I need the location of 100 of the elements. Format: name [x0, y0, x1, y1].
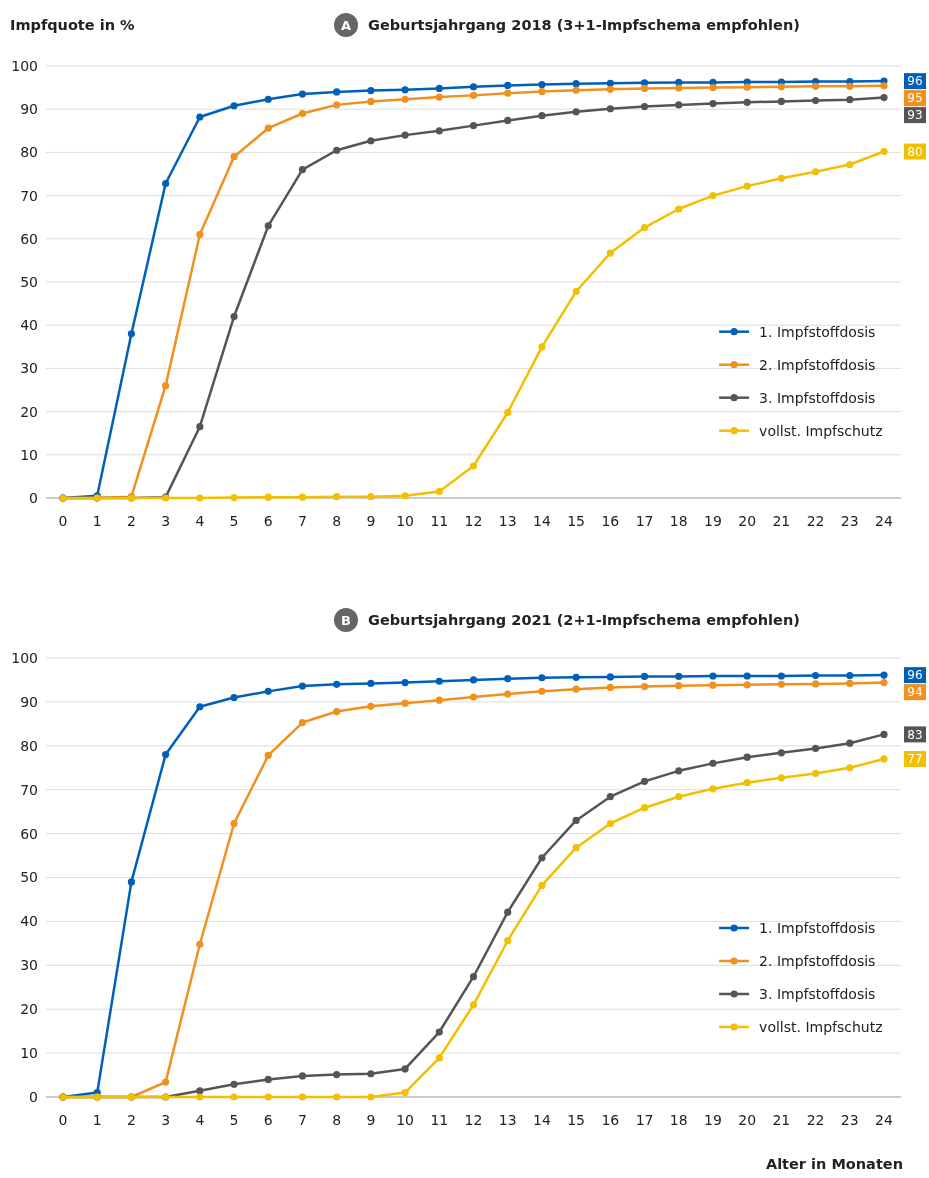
data-label: 94: [907, 685, 923, 700]
point: [435, 696, 443, 704]
point: [640, 672, 649, 681]
point: [538, 80, 546, 89]
legend-label: 1. Impfstoffdosis: [759, 323, 876, 340]
point: [333, 707, 341, 716]
point: [846, 671, 854, 680]
x-tick-label: 17: [635, 513, 654, 529]
y-tick-label: 70: [20, 781, 38, 798]
point: [606, 249, 614, 257]
data-label: 95: [907, 91, 923, 106]
data-label: 80: [907, 144, 923, 159]
point: [743, 98, 751, 106]
point: [572, 287, 580, 296]
point: [333, 101, 341, 109]
text: A: [340, 17, 352, 33]
point: [777, 97, 785, 106]
y-tick-label: 90: [20, 693, 38, 710]
legend-label: 3. Impfstoffdosis: [759, 389, 876, 406]
point: [504, 408, 512, 417]
point: [709, 785, 717, 793]
point: [196, 494, 204, 502]
point: [606, 105, 614, 113]
point: [264, 687, 272, 695]
chart-title: Geburtsjahrgang 2018 (3+1-Impfschema empfohlen): [368, 17, 800, 34]
legend-label: vollst. Impfschutz: [759, 1018, 883, 1035]
point: [675, 84, 683, 92]
y-tick-label: 50: [20, 273, 38, 290]
point: [846, 679, 854, 688]
point: [743, 779, 751, 787]
point: [298, 109, 307, 118]
point: [504, 89, 512, 97]
point: [401, 1065, 409, 1073]
x-tick-label: 11: [430, 1112, 449, 1128]
point: [367, 702, 375, 710]
x-tick-label: 0: [58, 1112, 68, 1128]
point: [435, 127, 443, 135]
point: [162, 750, 170, 759]
x-tick-label: 13: [498, 1112, 517, 1128]
x-tick-label: 18: [669, 1112, 688, 1128]
point: [606, 683, 614, 692]
legend-label: vollst. Impfschutz: [759, 422, 883, 439]
point: [709, 672, 717, 680]
point: [196, 1093, 204, 1101]
point: [538, 87, 546, 96]
x-tick-label: 19: [704, 513, 722, 529]
point: [333, 493, 341, 501]
x-tick-label: 1: [92, 1112, 102, 1128]
point: [572, 685, 580, 693]
y-tick-label: 20: [20, 403, 38, 420]
point: [333, 1071, 341, 1079]
point: [127, 878, 136, 886]
x-tick-label: 24: [875, 1112, 893, 1128]
point: [777, 174, 785, 182]
point: [640, 223, 649, 232]
point: [469, 91, 478, 99]
point: [880, 755, 888, 763]
point: [572, 673, 580, 681]
legend-label: 3. Impfstoffdosis: [759, 985, 876, 1002]
point: [675, 767, 683, 775]
point: [675, 78, 683, 87]
x-tick-label: 6: [263, 513, 273, 529]
point: [538, 854, 546, 862]
x-tick-label: 2: [126, 513, 136, 529]
point: [538, 687, 546, 695]
point: [367, 679, 375, 688]
point: [777, 672, 785, 680]
data-label: 93: [907, 108, 923, 123]
point: [777, 83, 785, 91]
point: [880, 82, 888, 90]
x-tick-label: 0: [58, 513, 68, 529]
x-tick-label: 14: [533, 513, 551, 529]
y-tick-label: 100: [11, 57, 38, 74]
y-tick-label: 0: [29, 489, 38, 506]
point: [572, 80, 580, 88]
x-tick-label: 10: [396, 513, 414, 529]
point: [230, 153, 238, 161]
point: [264, 222, 272, 230]
x-tick-label: 15: [567, 1112, 586, 1128]
point: [606, 79, 614, 87]
x-axis-title: Alter in Monaten: [765, 1156, 903, 1172]
point: [298, 166, 307, 174]
point: [401, 95, 409, 103]
point: [846, 96, 854, 104]
y-axis-title: Impfquote in %: [10, 17, 136, 34]
point: [572, 86, 580, 94]
point: [196, 703, 204, 711]
point: [230, 493, 238, 502]
x-tick-label: 14: [533, 1112, 551, 1128]
chart-title: Geburtsjahrgang 2021 (2+1-Impfschema empfohlen): [368, 612, 800, 629]
point: [709, 99, 717, 108]
point: [367, 1093, 375, 1101]
x-tick-label: 5: [229, 1112, 239, 1128]
point: [333, 146, 341, 154]
point: [162, 1078, 170, 1086]
point: [880, 671, 888, 679]
point: [469, 676, 478, 684]
point: [469, 1001, 478, 1009]
data-label: 77: [907, 752, 923, 767]
point: [401, 86, 409, 94]
